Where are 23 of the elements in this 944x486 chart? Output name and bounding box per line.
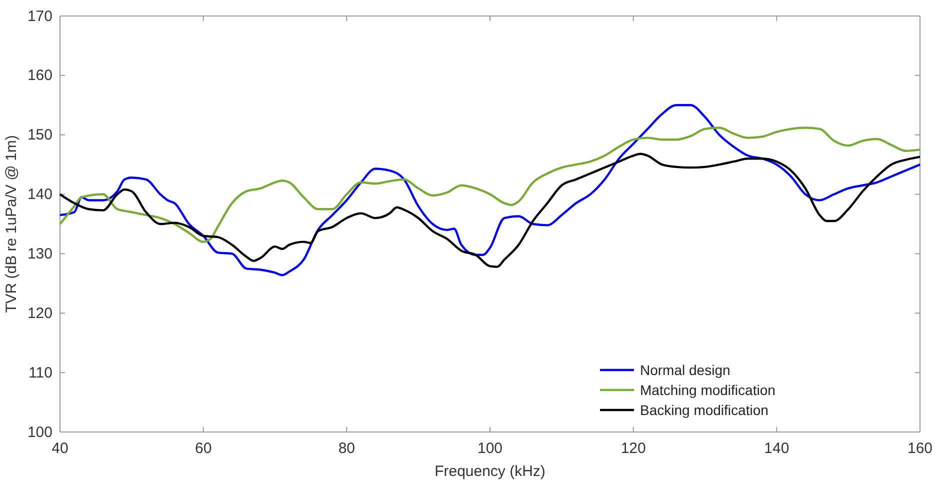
x-tick-label: 120 — [620, 440, 646, 457]
y-tick-label: 160 — [27, 67, 52, 84]
y-tick-label: 140 — [27, 186, 52, 204]
y-tick-label: 150 — [27, 126, 52, 144]
legend-label: Backing modification — [640, 402, 768, 418]
y-tick-label: 170 — [27, 8, 52, 25]
legend-label: Normal design — [640, 362, 730, 378]
y-tick-label: 130 — [27, 246, 52, 263]
x-tick-label: 160 — [907, 440, 933, 457]
y-tick-label: 110 — [28, 364, 52, 382]
y-tick-label: 100 — [27, 424, 52, 441]
legend-label: Matching modification — [640, 382, 776, 398]
x-tick-label: 40 — [52, 440, 68, 457]
x-tick-label: 80 — [338, 440, 356, 457]
x-tick-label: 60 — [194, 440, 212, 457]
y-tick-label: 120 — [27, 304, 52, 322]
line-series — [58, 126, 922, 243]
x-tick-label: 140 — [764, 440, 790, 457]
y-axis-title: TVR (dB re 1uPa/V @ 1m) — [3, 135, 20, 313]
line-series — [58, 152, 922, 268]
line-series — [58, 104, 922, 276]
x-tick-label: 100 — [477, 440, 503, 457]
x-axis-title: Frequency (kHz) — [434, 463, 546, 480]
